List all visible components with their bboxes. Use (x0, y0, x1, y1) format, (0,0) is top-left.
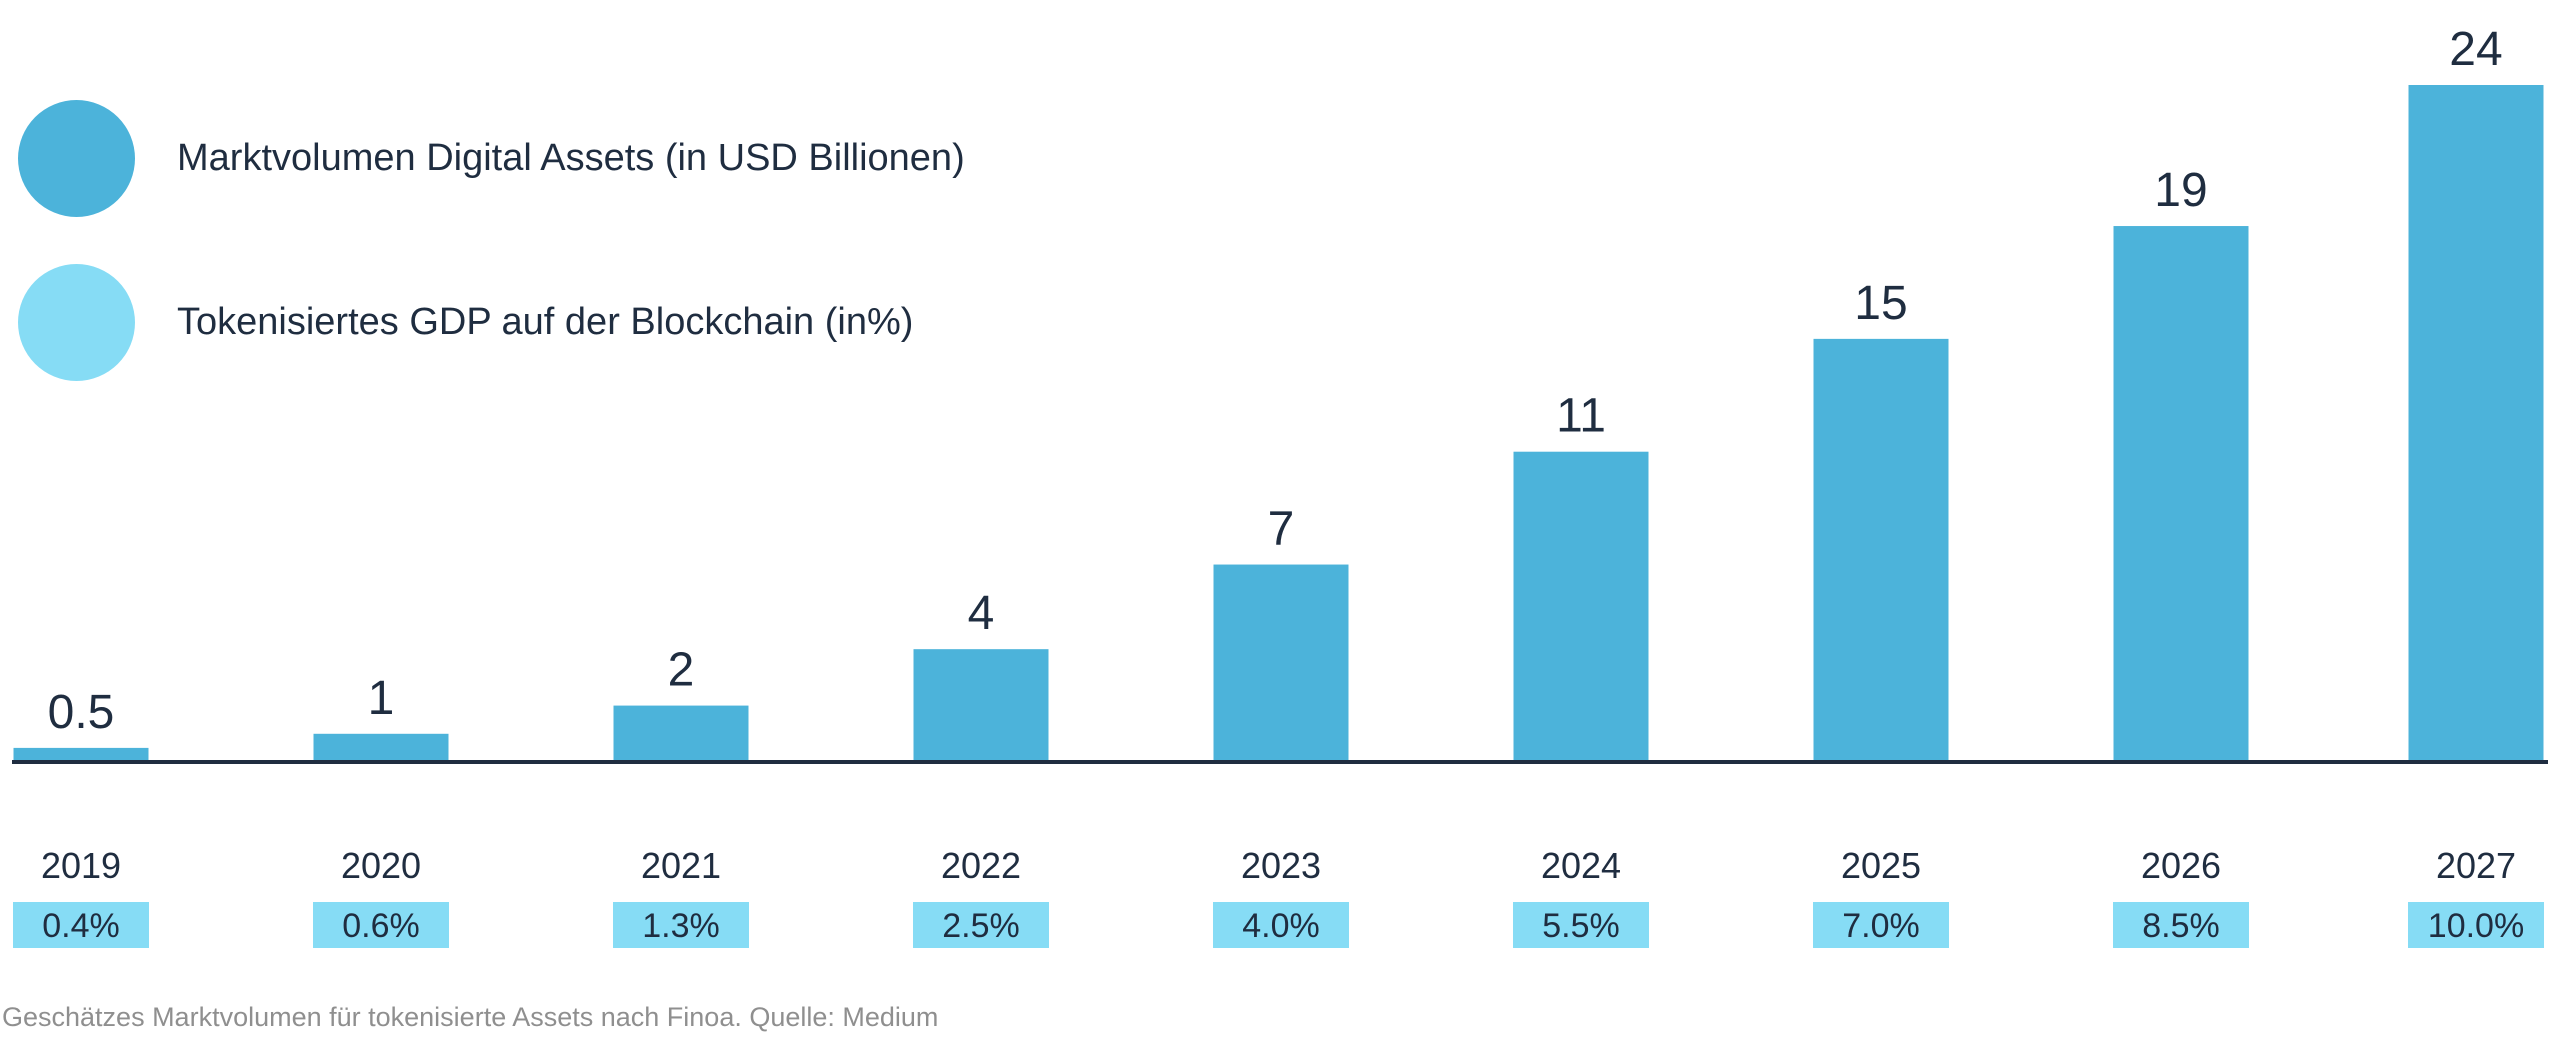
gdp-percent-label-2021: 1.3% (642, 907, 720, 945)
x-tick-label-2027: 2027 (2436, 845, 2516, 886)
gdp-percent-label-2026: 8.5% (2142, 907, 2220, 945)
gdp-percent-label-2027: 10.0% (2428, 907, 2524, 945)
x-tick-label-2022: 2022 (941, 845, 1021, 886)
x-tick-label-2019: 2019 (41, 845, 121, 886)
bar-2023 (1213, 564, 1349, 762)
bar-value-label-2021: 2 (668, 644, 695, 697)
x-tick-label-2023: 2023 (1241, 845, 1321, 886)
bar-value-label-2026: 19 (2154, 164, 2207, 217)
x-tick-label-2020: 2020 (341, 845, 421, 886)
x-tick-label-2025: 2025 (1841, 845, 1921, 886)
gdp-percent-label-2020: 0.6% (342, 907, 420, 945)
gdp-percent-box-2023 (1213, 902, 1349, 948)
x-tick-label-2024: 2024 (1541, 845, 1621, 886)
bar-value-label-2024: 11 (1556, 390, 1606, 443)
gdp-percent-box-2020 (313, 902, 449, 948)
bar-2026 (2113, 226, 2249, 762)
legend-market-volume-swatch (18, 99, 135, 217)
bar-value-label-2020: 1 (368, 672, 395, 725)
x-tick-label-2026: 2026 (2141, 845, 2221, 886)
bar-2025 (1813, 338, 1949, 762)
legend: Marktvolumen Digital Assets (in USD Bill… (18, 99, 965, 427)
gdp-percent-box-2024 (1513, 902, 1649, 948)
bar-2021 (613, 705, 749, 762)
gdp-percent-label-2023: 4.0% (1242, 907, 1320, 945)
x-tick-label-2021: 2021 (641, 845, 721, 886)
legend-item-market-volume: Marktvolumen Digital Assets (in USD Bill… (18, 99, 965, 217)
gdp-percent-box-2022 (913, 902, 1049, 948)
bar-value-label-2023: 7 (1268, 503, 1295, 556)
x-tick-labels: 2019 2020 2021 2022 2023 2024 2025 2026 2027 (41, 845, 2516, 886)
legend-item-tokenized-gdp: Tokenisiertes GDP auf der Blockchain (in… (18, 263, 965, 381)
gdp-percent-label-2019: 0.4% (42, 907, 120, 945)
bar-value-label-2025: 15 (1854, 277, 1907, 330)
bar-value-label-2022: 4 (968, 587, 995, 640)
legend-tokenized-gdp-label: Tokenisiertes GDP auf der Blockchain (in… (177, 300, 914, 343)
gdp-percent-boxes: 0.4% 0.6% 1.3% 2.5% 4.0% 5.5% 7.0% 8.5% 10.0% (13, 902, 2544, 948)
gdp-percent-label-2022: 2.5% (942, 907, 1020, 945)
gdp-percent-box-2026 (2113, 902, 2249, 948)
gdp-percent-label-2025: 7.0% (1842, 907, 1920, 945)
gdp-percent-label-2024: 5.5% (1542, 907, 1620, 945)
bars-group (13, 85, 2544, 762)
bar-2024 (1513, 451, 1649, 762)
legend-market-volume-label: Marktvolumen Digital Assets (in USD Bill… (177, 136, 965, 179)
bar-2019 (13, 747, 149, 762)
bar-2027 (2408, 85, 2544, 762)
gdp-percent-box-2021 (613, 902, 749, 948)
bar-value-label-2027: 24 (2449, 23, 2502, 76)
gdp-percent-box-2025 (1813, 902, 1949, 948)
bar-2022 (913, 649, 1049, 762)
chart-caption: Geschätzes Marktvolumen für tokenisierte… (2, 1002, 939, 1032)
legend-tokenized-gdp-swatch (18, 263, 135, 381)
bar-2020 (313, 733, 449, 762)
bar-value-label-2019: 0.5 (48, 686, 115, 739)
gdp-percent-box-2019 (13, 902, 149, 948)
gdp-percent-box-2027 (2408, 902, 2544, 948)
